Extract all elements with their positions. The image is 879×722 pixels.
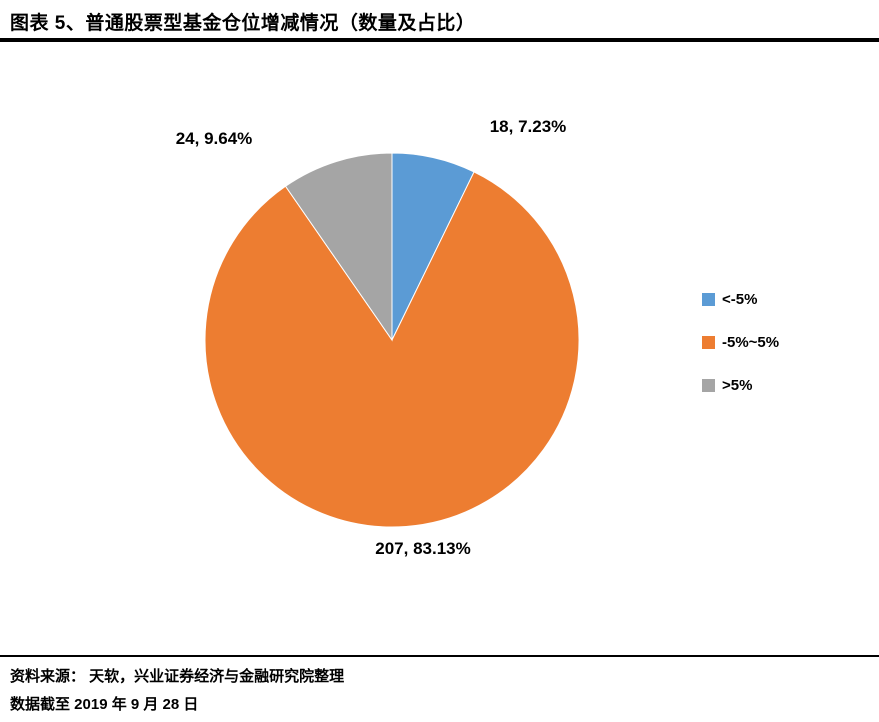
- legend-item-mid: -5%~5%: [702, 334, 779, 351]
- legend-label-lt-neg5: <-5%: [722, 291, 758, 308]
- pie-slice-2: [284, 152, 393, 342]
- legend-label-mid: -5%~5%: [722, 334, 780, 351]
- legend-swatch-blue: [702, 293, 715, 306]
- legend-label-gt5: >5%: [722, 377, 753, 394]
- data-label-slice-lt-neg5: 18, 7.23%: [489, 117, 567, 136]
- pie-chart-area: 18, 7.23% 24, 9.64% 207, 83.13% <-5% -5%…: [175, 117, 779, 558]
- legend-item-lt-neg5: <-5%: [702, 291, 779, 308]
- data-label-slice-mid: 207, 83.13%: [375, 539, 471, 558]
- pie-chart-svg: [204, 152, 580, 528]
- legend-swatch-orange: [702, 336, 715, 349]
- source-note: 资料来源： 天软，兴业证券经济与金融研究院整理: [10, 668, 345, 685]
- figure-title: 图表 5、普通股票型基金仓位增减情况（数量及占比）: [10, 13, 476, 34]
- data-label-slice-gt5: 24, 9.64%: [175, 129, 253, 148]
- pie-slice-1: [204, 171, 580, 528]
- legend: <-5% -5%~5% >5%: [702, 291, 779, 420]
- pie-chart: [202, 150, 582, 530]
- title-divider: [0, 38, 879, 42]
- footer-divider: [0, 655, 879, 657]
- date-note: 数据截至 2019 年 9 月 28 日: [10, 696, 199, 713]
- legend-swatch-gray: [702, 379, 715, 392]
- legend-item-gt5: >5%: [702, 377, 779, 394]
